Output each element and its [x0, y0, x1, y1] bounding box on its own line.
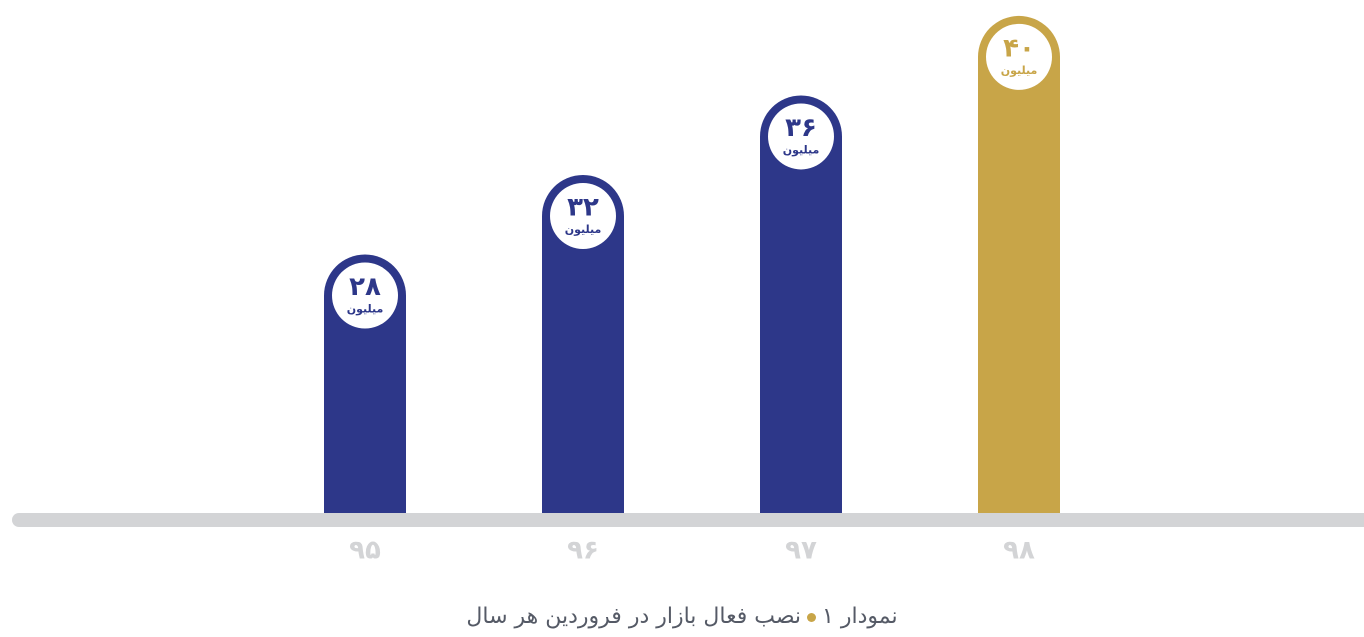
- bar: [542, 174, 624, 513]
- value-label: ۳۶: [785, 113, 817, 143]
- value-badge: [768, 103, 834, 170]
- value-label: ۴۰: [1003, 33, 1035, 63]
- bar: [760, 95, 842, 513]
- value-badge: [332, 262, 398, 329]
- caption-text: نصب فعال بازار در فروردین هر سال: [466, 604, 802, 629]
- caption-dot: [807, 612, 817, 622]
- bar: [978, 15, 1060, 513]
- unit-label: میلیون: [347, 303, 384, 316]
- x-tick-label: ۹۷: [785, 536, 817, 566]
- x-tick-label: ۹۵: [349, 536, 381, 566]
- value-badge: [986, 23, 1052, 90]
- value-label: ۲۸: [349, 272, 381, 302]
- caption: نمودار ۱ نصب فعال بازار در فروردین هر سال: [0, 604, 1364, 629]
- unit-label: میلیون: [783, 143, 820, 156]
- caption-number: نمودار ۱: [822, 604, 898, 629]
- value-badge: [550, 182, 616, 249]
- value-label: ۳۲: [567, 192, 599, 222]
- unit-label: میلیون: [1001, 64, 1038, 77]
- x-tick-label: ۹۸: [1003, 536, 1035, 566]
- x-tick-label: ۹۶: [567, 536, 599, 566]
- unit-label: میلیون: [565, 223, 602, 236]
